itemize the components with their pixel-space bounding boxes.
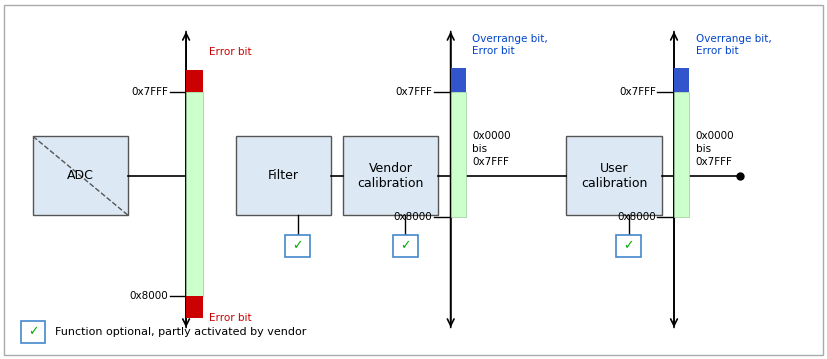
Text: Overrange bit,
Error bit: Overrange bit, Error bit bbox=[472, 34, 548, 56]
Text: 0x7FFF: 0x7FFF bbox=[131, 87, 168, 97]
Text: ADC: ADC bbox=[67, 169, 94, 182]
Text: Overrange bit,
Error bit: Overrange bit, Error bit bbox=[696, 34, 772, 56]
Bar bbox=[285, 235, 310, 257]
Bar bbox=[674, 92, 689, 217]
Text: Function optional, partly activated by vendor: Function optional, partly activated by v… bbox=[55, 327, 307, 337]
Text: 0x8000: 0x8000 bbox=[394, 212, 433, 222]
Text: User
calibration: User calibration bbox=[581, 162, 648, 190]
Text: 0x7FFF: 0x7FFF bbox=[395, 87, 433, 97]
Text: Error bit: Error bit bbox=[209, 47, 252, 57]
Bar bbox=[451, 92, 466, 217]
Text: ✓: ✓ bbox=[293, 239, 303, 252]
Bar bbox=[343, 136, 438, 215]
Text: 0x7FFF: 0x7FFF bbox=[619, 87, 656, 97]
Bar bbox=[566, 136, 662, 215]
Bar bbox=[393, 235, 418, 257]
Text: Filter: Filter bbox=[268, 169, 299, 182]
Text: 0x8000: 0x8000 bbox=[617, 212, 656, 222]
Text: 0x0000
bis
0x7FFF: 0x0000 bis 0x7FFF bbox=[696, 131, 734, 167]
Text: 0x0000
bis
0x7FFF: 0x0000 bis 0x7FFF bbox=[472, 131, 511, 167]
Text: ✓: ✓ bbox=[400, 239, 410, 252]
Bar bbox=[186, 296, 203, 318]
Bar bbox=[674, 68, 689, 92]
Bar bbox=[33, 136, 128, 215]
Bar bbox=[186, 92, 203, 296]
Text: ✓: ✓ bbox=[624, 239, 633, 252]
Bar bbox=[186, 70, 203, 92]
Text: Error bit: Error bit bbox=[209, 313, 252, 323]
Text: ✓: ✓ bbox=[28, 326, 38, 339]
Bar bbox=[616, 235, 641, 257]
Bar bbox=[21, 321, 45, 343]
Text: 0x8000: 0x8000 bbox=[129, 291, 168, 301]
Text: Vendor
calibration: Vendor calibration bbox=[357, 162, 424, 190]
Bar bbox=[236, 136, 331, 215]
Bar bbox=[451, 68, 466, 92]
